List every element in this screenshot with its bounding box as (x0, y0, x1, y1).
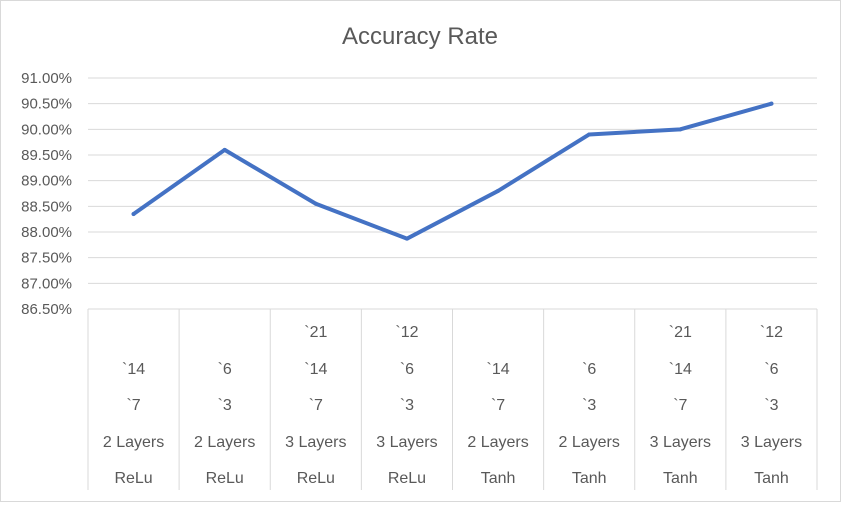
x-category-label: `21 (304, 324, 327, 341)
data-point (587, 132, 592, 137)
x-category-label: Tanh (754, 470, 789, 487)
x-category-label: ReLu (114, 470, 152, 487)
x-category-label: `3 (218, 397, 232, 414)
x-category-label: 3 Layers (285, 434, 346, 451)
gridlines (88, 77, 817, 310)
x-category-label: ReLu (297, 470, 335, 487)
data-point (769, 101, 774, 106)
data-point (404, 236, 409, 241)
x-category-label: 3 Layers (741, 434, 802, 451)
x-category-label: ReLu (388, 470, 426, 487)
data-point (496, 188, 501, 193)
data-point (222, 147, 227, 152)
x-category-label: 2 Layers (467, 434, 528, 451)
x-category-label: `7 (673, 397, 687, 414)
x-category-label: ReLu (206, 470, 244, 487)
y-tick-label: 87.50% (21, 250, 72, 267)
data-point (313, 201, 318, 206)
series-layer (131, 101, 774, 241)
x-category-label: 3 Layers (376, 434, 437, 451)
x-category-label: `14 (669, 361, 692, 378)
x-axis-category-table: `14 `7 2 Layers ReLu `6 `3 2 Layers ReLu `21 `14 `… (87, 309, 818, 490)
chart-title: Accuracy Rate (342, 23, 498, 50)
x-category-label: `6 (400, 361, 414, 378)
x-category-label: `14 (122, 361, 145, 378)
y-tick-label: 88.00% (21, 224, 72, 241)
x-category-label: 3 Layers (650, 434, 711, 451)
y-tick-label: 91.00% (21, 70, 72, 87)
x-category-label: `14 (304, 361, 327, 378)
y-tick-label: 88.50% (21, 198, 72, 215)
x-category-label: `6 (218, 361, 232, 378)
x-category-label: `12 (395, 324, 418, 341)
y-tick-label: 90.50% (21, 96, 72, 113)
y-tick-label: 90.00% (21, 121, 72, 138)
y-tick-label: 89.00% (21, 173, 72, 190)
x-category-label: `3 (764, 397, 778, 414)
x-category-label: `6 (764, 361, 778, 378)
x-category-label: Tanh (663, 470, 698, 487)
y-tick-label: 87.00% (21, 275, 72, 292)
x-category-label: `21 (669, 324, 692, 341)
x-category-label: `6 (582, 361, 596, 378)
x-category-label: Tanh (481, 470, 516, 487)
series-line (131, 101, 774, 241)
x-category-label: 2 Layers (103, 434, 164, 451)
x-category-label: 2 Layers (194, 434, 255, 451)
data-point (131, 212, 136, 217)
y-tick-label: 89.50% (21, 147, 72, 164)
data-point (678, 127, 683, 132)
x-category-label: 2 Layers (559, 434, 620, 451)
y-axis-tick-labels: 86.50% 87.00% 87.50% 88.00% 88.50% 89.00% 89.5… (21, 70, 72, 318)
x-category-label: `3 (582, 397, 596, 414)
x-category-label: Tanh (572, 470, 607, 487)
y-tick-label: 86.50% (21, 301, 72, 318)
x-category-label: `12 (760, 324, 783, 341)
x-category-label: `7 (126, 397, 140, 414)
x-category-label: `3 (400, 397, 414, 414)
x-category-label: `7 (309, 397, 323, 414)
x-category-label: `7 (491, 397, 505, 414)
x-category-label: `14 (487, 361, 510, 378)
